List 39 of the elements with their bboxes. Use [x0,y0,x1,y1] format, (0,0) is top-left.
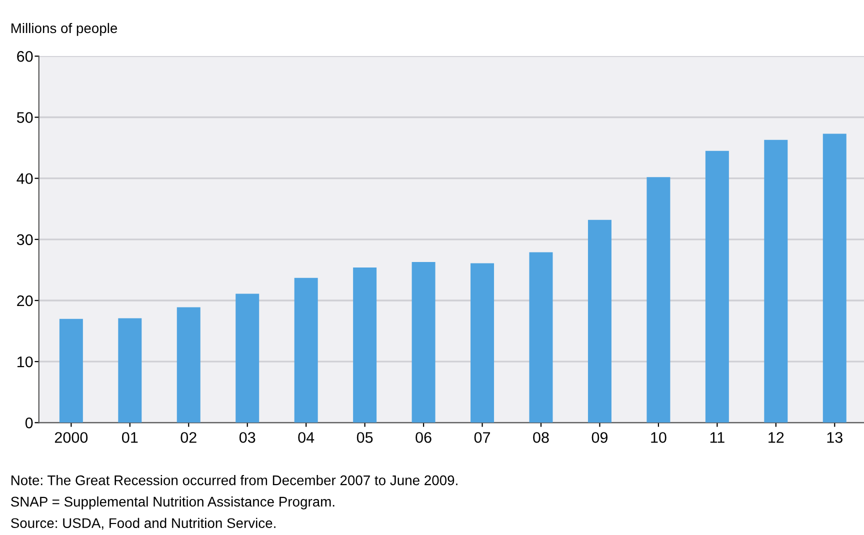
bar [176,307,200,423]
bar [470,263,494,423]
x-tick-label: 08 [533,432,549,443]
x-tick-label: 07 [474,432,490,443]
bar [294,278,318,423]
bar [588,220,612,423]
bar [764,140,788,423]
x-tick-label: 09 [592,432,608,443]
x-tick-label: 02 [180,432,196,443]
y-tick-label: 50 [16,112,33,123]
y-axis-title: Millions of people [12,22,118,36]
bar [118,318,142,423]
bar [705,150,729,423]
y-tick-label: 20 [17,295,33,306]
x-tick-label: 04 [298,432,314,443]
x-tick-label: 03 [239,432,256,443]
x-tick-label: 06 [416,432,432,443]
y-tick-label: 40 [16,173,33,184]
source-note: Source: USDA, Food and Nutrition Service. [11,518,276,530]
x-tick-label: 12 [768,432,784,443]
y-tick-label: 10 [18,356,33,368]
x-tick-label: 05 [356,432,373,443]
x-tick-label: 11 [710,432,724,443]
bar [353,268,377,423]
y-tick-label: 0 [25,418,33,428]
y-tick-label: 60 [17,51,33,62]
bar [646,177,670,423]
text: SNAP = Supplemental Nutrition Assistance Program. [11,496,334,510]
x-tick-label: 2000 [54,432,88,443]
text: Note: The Great Recession occurred from December 2007 to June 2009. [12,475,458,486]
bar [822,134,846,423]
x-tick-label: 01 [122,432,138,443]
x-tick-label: 10 [651,432,666,443]
bar [236,294,260,423]
bar [59,318,83,423]
bar [529,252,553,423]
y-tick-label: 30 [16,234,33,246]
x-tick-label: 13 [827,432,842,443]
bar [412,262,436,423]
